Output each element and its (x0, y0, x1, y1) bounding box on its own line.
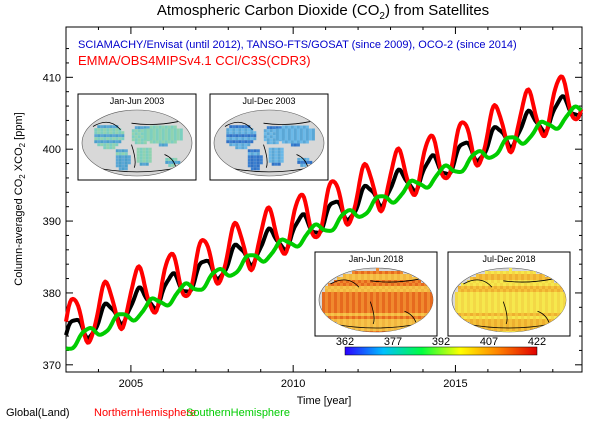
chart-subtitle: SCIAMACHY/Envisat (until 2012), TANSO-FT… (78, 39, 517, 51)
legend-entry: SouthernHemisphere (186, 407, 290, 419)
x-tick-label: 2005 (119, 378, 143, 390)
colorbar-tick-label: 392 (432, 336, 450, 348)
y-tick-label: 380 (43, 288, 61, 300)
colorbar-tick-label: 407 (480, 336, 498, 348)
product-label: EMMA/OBS4MIPSv4.1 CCI/C3S(CDR3) (78, 53, 311, 68)
map-coastline (330, 278, 419, 329)
map-coastline (463, 278, 552, 329)
series-line-southernhemisphere (65, 104, 583, 351)
map-inset-label: Jul-Dec 2018 (482, 254, 535, 264)
map-pixels (92, 121, 183, 173)
map-inset-label: Jul-Dec 2003 (242, 96, 295, 106)
map-inset-label: Jan-Jun 2018 (349, 254, 404, 264)
series-line-northernhemisphere (64, 74, 584, 345)
colorbar: 362 377 392 407 422 (336, 336, 546, 356)
x-tick-label: 2015 (443, 378, 467, 390)
map-inset: Jan-Jun 2003 (77, 93, 197, 181)
x-axis: 2005 2010 2015 (97, 27, 554, 390)
y-tick-label: 370 (43, 360, 61, 372)
x-axis-label: Time [year] (297, 395, 352, 407)
map-inset: Jan-Jun 2018 (314, 251, 438, 337)
map-inset: Jul-Dec 2018 (447, 251, 571, 337)
map-pixels (455, 268, 566, 332)
y-axis-label: Column-averaged CO2 XCO2 [ppm] (13, 112, 27, 285)
y-tick-label: 390 (43, 216, 61, 228)
colorbar-gradient (344, 346, 538, 356)
insets-layer: Jan-Jun 2003 Jul-Dec 2003 Jan-Jun 2018 Jul-… (77, 93, 571, 337)
legend-entry: NorthernHemisphere (94, 407, 196, 419)
legend: Global(Land) NorthernHemisphereSouthernHe… (6, 407, 290, 419)
colorbar-tick-label: 377 (384, 336, 402, 348)
y-axis: 370 380 390 400 410 (43, 48, 582, 372)
colorbar-tick-label: 362 (336, 336, 354, 348)
map-coastline (224, 121, 311, 173)
map-inset: Jul-Dec 2003 (209, 93, 329, 181)
y-tick-label: 410 (43, 72, 61, 84)
plot-frame (65, 26, 583, 373)
x-tick-label: 2010 (281, 378, 305, 390)
series-layer (64, 74, 584, 351)
legend-entry: Global(Land) (6, 407, 70, 419)
chart-title: Atmospheric Carbon Dioxide (CO2) from Sa… (157, 2, 489, 22)
map-inset-label: Jan-Jun 2003 (110, 96, 165, 106)
map-pixels (322, 268, 433, 332)
map-coastline (92, 121, 179, 173)
map-pixels (224, 121, 315, 173)
y-tick-label: 400 (43, 144, 61, 156)
colorbar-tick-label: 422 (528, 336, 546, 348)
